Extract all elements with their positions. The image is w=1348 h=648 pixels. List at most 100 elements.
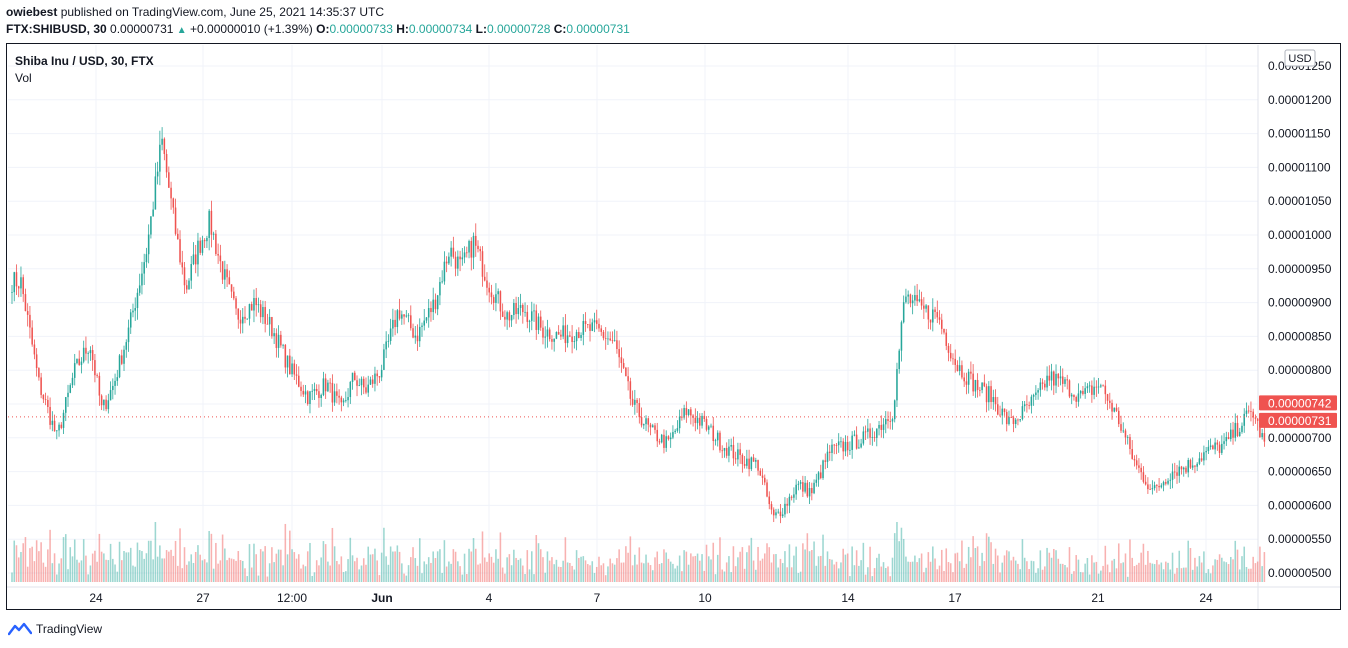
volume-bar [905,556,907,582]
candle-body [1138,465,1140,468]
volume-bar [1097,573,1100,582]
candle-body [1093,386,1095,395]
candle-body [454,256,457,269]
volume-bar [374,548,376,582]
candle-body [49,406,51,425]
volume-bar [1173,573,1176,582]
candle-body [497,291,499,295]
volume-bar [401,563,403,582]
candle-body [448,256,450,264]
volume-bar [1008,551,1010,582]
candle-body [1021,406,1024,420]
tradingview-brand[interactable]: TradingView [8,621,102,637]
volume-bar [566,562,569,582]
candle-body [513,302,515,316]
volume-bar [837,568,840,582]
volume-bar [1187,540,1189,582]
volume-bar [358,569,361,582]
volume-bar [362,558,365,582]
candle-body [862,431,865,444]
volume-bar [947,562,950,582]
candle-body [504,316,506,320]
volume-bar [414,558,417,582]
candle-body [203,240,206,242]
candle-body [1131,449,1133,459]
volume-bar [309,542,311,582]
volume-bar [831,559,833,582]
volume-bar [315,560,318,582]
volume-bar [994,548,997,582]
candle-body [347,397,349,401]
candle-body [855,434,858,449]
candle-body [589,324,591,331]
candle-body [445,261,448,264]
candle-body [450,247,452,257]
candle-body [961,365,963,378]
volume-bar [1191,569,1194,582]
volume-bar [100,551,103,582]
candle-body [76,358,78,364]
volume-bar [1165,561,1167,582]
candle-body [51,420,54,425]
volume-bar [331,527,334,582]
candle-body [78,358,80,365]
volume-bar [452,549,455,582]
candle-body [40,377,42,395]
volume-bar [98,533,101,582]
candle-body [320,394,322,399]
candle-body [808,487,811,497]
volume-bar [990,542,992,582]
volume-bar [410,557,412,582]
candle-body [233,291,235,299]
volume-bar [1243,546,1246,582]
candle-body [134,308,137,311]
candle-body [1207,446,1210,452]
last-price: 0.00000731 [110,22,174,36]
volume-bar [147,540,150,582]
volume-bar [1084,563,1086,582]
volume-bar [47,549,49,582]
volume-bar [1196,566,1198,582]
volume-bar [828,559,831,582]
candle-body [96,375,98,377]
candle-body [573,341,576,343]
volume-bar [876,557,878,582]
candle-body [911,300,914,304]
volume-bar [271,547,273,582]
volume-bar [770,562,773,582]
candle-body [777,511,779,513]
candle-body [793,494,795,498]
volume-bar [1044,566,1046,582]
volume-bar [676,565,679,582]
volume-bar [107,560,110,582]
up-arrow-icon: ▲ [176,25,187,36]
volume-bar [1230,556,1232,582]
candle-body [1247,410,1250,412]
volume-bar [60,558,63,582]
volume-bar [138,550,141,582]
volume-bar [752,560,755,582]
candle-body [91,350,94,361]
candle-body [979,389,981,391]
candle-body [674,430,676,433]
volume-bar [1017,563,1019,582]
candle-body [723,448,726,451]
candle-body [369,379,372,385]
volume-bar [425,564,428,582]
volume-bar [508,554,511,582]
candle-body [38,368,40,378]
chart-frame[interactable] [6,43,1341,610]
candle-body [1066,379,1069,381]
candle-body [392,319,394,329]
candle-body [976,379,979,390]
candle-body [714,440,717,442]
candle-body [851,435,853,450]
candle-body [340,397,343,403]
volume-bar [1003,555,1006,582]
candle-body [188,280,190,290]
y-tick-label: 0.00001100 [1268,160,1331,174]
volume-bar [867,567,869,582]
candle-body [112,385,114,391]
volume-bar [1252,556,1254,582]
